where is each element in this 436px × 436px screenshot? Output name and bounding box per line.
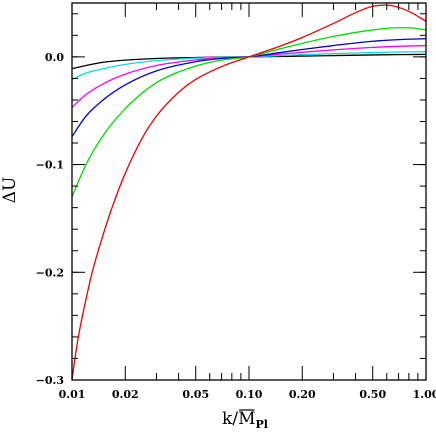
- tick-labels-layer: 0.01 0.02 0.05 0.10 0.20 0.50 1.00 0.0 −0.1 −0.2 −…: [36, 51, 436, 401]
- x-tick-label: 0.02: [112, 388, 139, 401]
- x-tick-label: 0.20: [289, 388, 316, 401]
- x-tick-label: 0.01: [59, 388, 86, 401]
- y-tick-label: −0.1: [36, 159, 64, 172]
- x-tick-label: 1.00: [413, 388, 436, 401]
- series-line-6: [71, 4, 427, 381]
- series-line-2: [71, 51, 427, 81]
- series-line-4: [71, 38, 427, 137]
- x-axis-title-main: k/: [222, 409, 238, 429]
- y-tick-label: −0.3: [36, 374, 64, 387]
- x-axis-title: k/MPl: [222, 409, 268, 431]
- plot-frame: [71, 2, 427, 381]
- x-axis-title-symbol: M: [238, 409, 255, 429]
- x-tick-label: 0.05: [182, 388, 209, 401]
- series-layer: [71, 4, 427, 381]
- x-axis-title-subscript: Pl: [256, 418, 268, 431]
- y-tick-label: −0.2: [36, 266, 64, 279]
- y-tick-label: 0.0: [45, 51, 64, 64]
- x-tick-label: 0.50: [359, 388, 386, 401]
- y-axis-title: ΔU: [0, 177, 20, 204]
- x-tick-label: 0.10: [236, 388, 263, 401]
